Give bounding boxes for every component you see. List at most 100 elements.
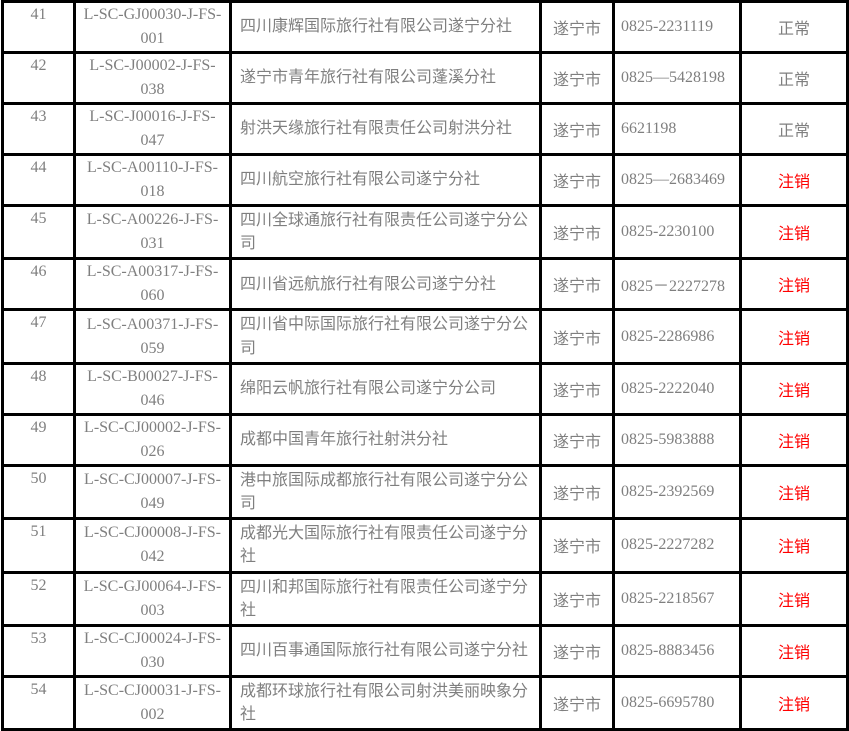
- city: 遂宁市: [539, 0, 615, 54]
- row-number: 49: [1, 412, 76, 467]
- table-row: 49 L-SC-CJ00002-J-FS-026 成都中国青年旅行社射洪分社 遂…: [1, 412, 849, 467]
- status-badge: 注销: [739, 570, 849, 627]
- city: 遂宁市: [539, 570, 615, 627]
- city: 遂宁市: [539, 412, 615, 467]
- company-name: 成都光大国际旅行社有限责任公司遂宁分社: [229, 517, 542, 574]
- license-code: L-SC-CJ00024-J-FS-030: [73, 623, 232, 678]
- status-badge: 注销: [739, 412, 849, 467]
- table-row: 46 L-SC-A00317-J-FS-060 四川省远航旅行社有限公司遂宁分社…: [1, 257, 849, 312]
- city: 遂宁市: [539, 308, 615, 365]
- city: 遂宁市: [539, 203, 615, 261]
- company-name: 四川康辉国际旅行社有限公司遂宁分社: [229, 0, 542, 54]
- status-badge: 注销: [739, 463, 849, 521]
- row-number: 53: [1, 623, 76, 678]
- license-code: L-SC-A00371-J-FS-059: [73, 308, 232, 365]
- license-code: L-SC-A00317-J-FS-060: [73, 257, 232, 312]
- city: 遂宁市: [539, 102, 615, 156]
- table-row: 47 L-SC-A00371-J-FS-059 四川省中际国际旅行社有限公司遂宁…: [1, 308, 849, 365]
- row-number: 51: [1, 517, 76, 574]
- table-row: 41 L-SC-GJ00030-J-FS-001 四川康辉国际旅行社有限公司遂宁…: [1, 0, 849, 54]
- company-name: 绵阳云帆旅行社有限公司遂宁分公司: [229, 361, 542, 416]
- table-row: 43 L-SC-J00016-J-FS-047 射洪天缘旅行社有限责任公司射洪分…: [1, 102, 849, 156]
- row-number: 46: [1, 257, 76, 312]
- phone-number: 0825-6695780: [612, 674, 742, 731]
- phone-number: 6621198: [612, 102, 742, 156]
- table-row: 45 L-SC-A00226-J-FS-031 四川全球通旅行社有限责任公司遂宁…: [1, 203, 849, 261]
- status-badge: 注销: [739, 153, 849, 207]
- table-row: 50 L-SC-CJ00007-J-FS-049 港中旅国际成都旅行社有限公司遂…: [1, 463, 849, 521]
- status-badge: 正常: [739, 51, 849, 105]
- company-name: 四川航空旅行社有限公司遂宁分社: [229, 153, 542, 207]
- company-name: 港中旅国际成都旅行社有限公司遂宁分公司: [229, 463, 542, 521]
- status-badge: 注销: [739, 517, 849, 574]
- row-number: 47: [1, 308, 76, 365]
- table-row: 52 L-SC-GJ00064-J-FS-003 四川和邦国际旅行社有限责任公司…: [1, 570, 849, 627]
- row-number: 44: [1, 153, 76, 207]
- license-code: L-SC-A00226-J-FS-031: [73, 203, 232, 261]
- status-badge: 注销: [739, 308, 849, 365]
- license-code: L-SC-CJ00031-J-FS-002: [73, 674, 232, 731]
- status-badge: 注销: [739, 203, 849, 261]
- phone-number: 0825-2222040: [612, 361, 742, 416]
- city: 遂宁市: [539, 517, 615, 574]
- company-name: 成都环球旅行社有限公司射洪美丽映象分社: [229, 674, 542, 731]
- row-number: 43: [1, 102, 76, 156]
- status-badge: 注销: [739, 361, 849, 416]
- phone-number: 0825-2286986: [612, 308, 742, 365]
- row-number: 45: [1, 203, 76, 261]
- license-code: L-SC-CJ00002-J-FS-026: [73, 412, 232, 467]
- row-number: 50: [1, 463, 76, 521]
- city: 遂宁市: [539, 361, 615, 416]
- status-badge: 正常: [739, 102, 849, 156]
- city: 遂宁市: [539, 257, 615, 312]
- status-badge: 注销: [739, 623, 849, 678]
- company-name: 四川省中际国际旅行社有限公司遂宁分公司: [229, 308, 542, 365]
- phone-number: 0825-8883456: [612, 623, 742, 678]
- table-row: 53 L-SC-CJ00024-J-FS-030 四川百事通国际旅行社有限公司遂…: [1, 623, 849, 678]
- row-number: 48: [1, 361, 76, 416]
- license-code: L-SC-GJ00064-J-FS-003: [73, 570, 232, 627]
- phone-number: 0825-2392569: [612, 463, 742, 521]
- table-row: 42 L-SC-J00002-J-FS-038 遂宁市青年旅行社有限公司蓬溪分社…: [1, 51, 849, 105]
- license-code: L-SC-B00027-J-FS-046: [73, 361, 232, 416]
- phone-number: 0825—2683469: [612, 153, 742, 207]
- status-badge: 注销: [739, 257, 849, 312]
- company-name: 遂宁市青年旅行社有限公司蓬溪分社: [229, 51, 542, 105]
- row-number: 52: [1, 570, 76, 627]
- table-row: 44 L-SC-A00110-J-FS-018 四川航空旅行社有限公司遂宁分社 …: [1, 153, 849, 207]
- company-name: 成都中国青年旅行社射洪分社: [229, 412, 542, 467]
- company-name: 射洪天缘旅行社有限责任公司射洪分社: [229, 102, 542, 156]
- row-number: 41: [1, 0, 76, 54]
- city: 遂宁市: [539, 153, 615, 207]
- license-code: L-SC-A00110-J-FS-018: [73, 153, 232, 207]
- phone-number: 0825-5983888: [612, 412, 742, 467]
- table-row: 54 L-SC-CJ00031-J-FS-002 成都环球旅行社有限公司射洪美丽…: [1, 674, 849, 731]
- company-name: 四川百事通国际旅行社有限公司遂宁分社: [229, 623, 542, 678]
- city: 遂宁市: [539, 674, 615, 731]
- company-name: 四川全球通旅行社有限责任公司遂宁分公司: [229, 203, 542, 261]
- row-number: 42: [1, 51, 76, 105]
- phone-number: 0825-2227282: [612, 517, 742, 574]
- phone-number: 0825-2218567: [612, 570, 742, 627]
- status-badge: 注销: [739, 674, 849, 731]
- company-name: 四川省远航旅行社有限公司遂宁分社: [229, 257, 542, 312]
- company-name: 四川和邦国际旅行社有限责任公司遂宁分社: [229, 570, 542, 627]
- table-row: 48 L-SC-B00027-J-FS-046 绵阳云帆旅行社有限公司遂宁分公司…: [1, 361, 849, 416]
- row-number: 54: [1, 674, 76, 731]
- license-code: L-SC-GJ00030-J-FS-001: [73, 0, 232, 54]
- city: 遂宁市: [539, 51, 615, 105]
- table-row: 51 L-SC-CJ00008-J-FS-042 成都光大国际旅行社有限责任公司…: [1, 517, 849, 574]
- phone-number: 0825—5428198: [612, 51, 742, 105]
- phone-number: 0825-2231119: [612, 0, 742, 54]
- phone-number: 0825-2230100: [612, 203, 742, 261]
- license-code: L-SC-CJ00007-J-FS-049: [73, 463, 232, 521]
- license-code: L-SC-J00002-J-FS-038: [73, 51, 232, 105]
- license-code: L-SC-J00016-J-FS-047: [73, 102, 232, 156]
- status-badge: 正常: [739, 0, 849, 54]
- city: 遂宁市: [539, 623, 615, 678]
- city: 遂宁市: [539, 463, 615, 521]
- license-code: L-SC-CJ00008-J-FS-042: [73, 517, 232, 574]
- phone-number: 0825－2227278: [612, 257, 742, 312]
